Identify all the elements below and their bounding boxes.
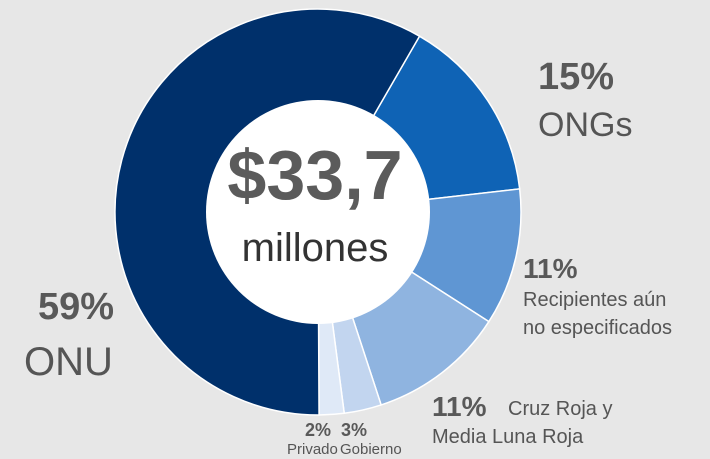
donut-hole bbox=[206, 100, 430, 324]
slice-label-cruz-roja-line1: Cruz Roja y bbox=[508, 398, 613, 420]
slice-label-onu: ONU bbox=[24, 340, 113, 384]
slice-label-onu-percent: 59% bbox=[38, 286, 115, 328]
slice-label-privado-percent: 2% bbox=[305, 420, 332, 440]
slice-label-cruz-roja-line2: Media Luna Roja bbox=[432, 426, 584, 448]
center-total-unit: millones bbox=[241, 226, 389, 270]
slice-label-privado: Privado bbox=[287, 441, 338, 458]
slice-label-recipientes-line1: Recipientes aún bbox=[523, 289, 667, 311]
slice-label-ongs: ONGs bbox=[538, 106, 633, 144]
center-total-value: $33,7 bbox=[227, 136, 403, 214]
slice-label-recipientes-line2: no especificados bbox=[523, 317, 672, 339]
slice-label-cruz-roja-percent: 11% bbox=[432, 391, 487, 422]
slice-label-gobierno: Gobierno bbox=[340, 441, 402, 458]
slice-label-gobierno-percent: 3% bbox=[341, 420, 368, 440]
slice-label-recipientes-percent: 11% bbox=[523, 253, 578, 284]
slice-label-ongs-percent: 15% bbox=[538, 56, 615, 98]
